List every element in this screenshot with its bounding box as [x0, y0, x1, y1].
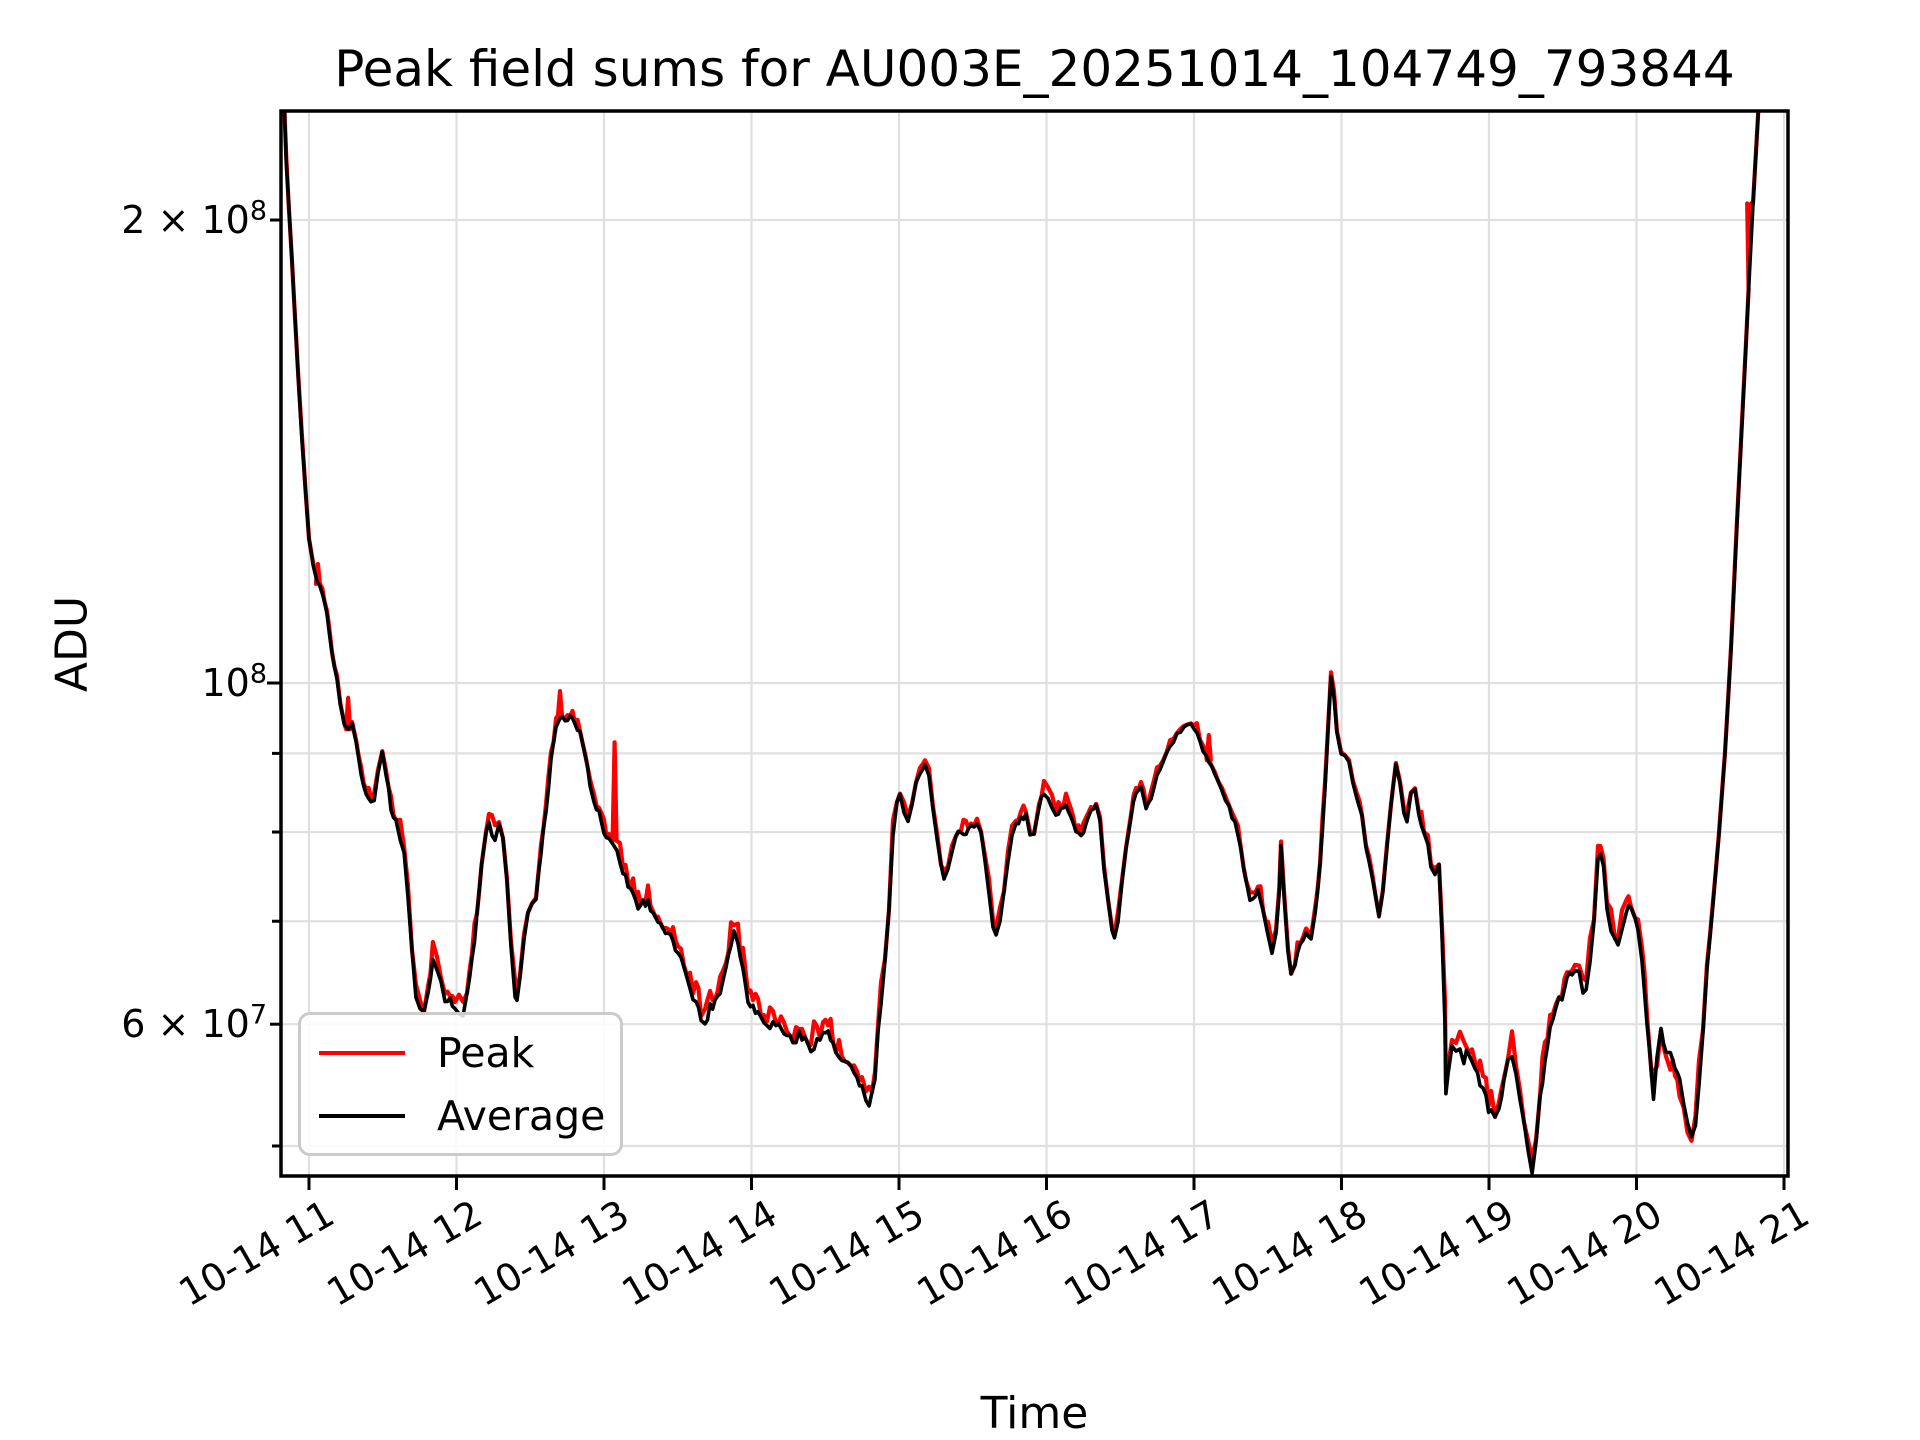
y-tick-label: 2 × 108 [121, 195, 267, 243]
peak-line [282, 111, 1761, 1161]
legend-line-sample [319, 1113, 405, 1118]
axes-spines [279, 109, 1790, 1178]
x-axis-label: Time [980, 1388, 1089, 1439]
average-line [282, 111, 1761, 1176]
legend-label: Peak [437, 1028, 535, 1077]
legend-entry: Average [301, 1092, 620, 1140]
legend-line-sample [319, 1050, 405, 1055]
legend: Peak Average [298, 1012, 623, 1156]
legend-label: Average [437, 1091, 606, 1140]
legend-entry: Peak [301, 1029, 620, 1077]
chart-title: Peak field sums for AU003E_20251014_1047… [334, 40, 1735, 98]
y-tick-label: 6 × 107 [121, 999, 267, 1047]
y-tick-label: 108 [201, 658, 267, 705]
